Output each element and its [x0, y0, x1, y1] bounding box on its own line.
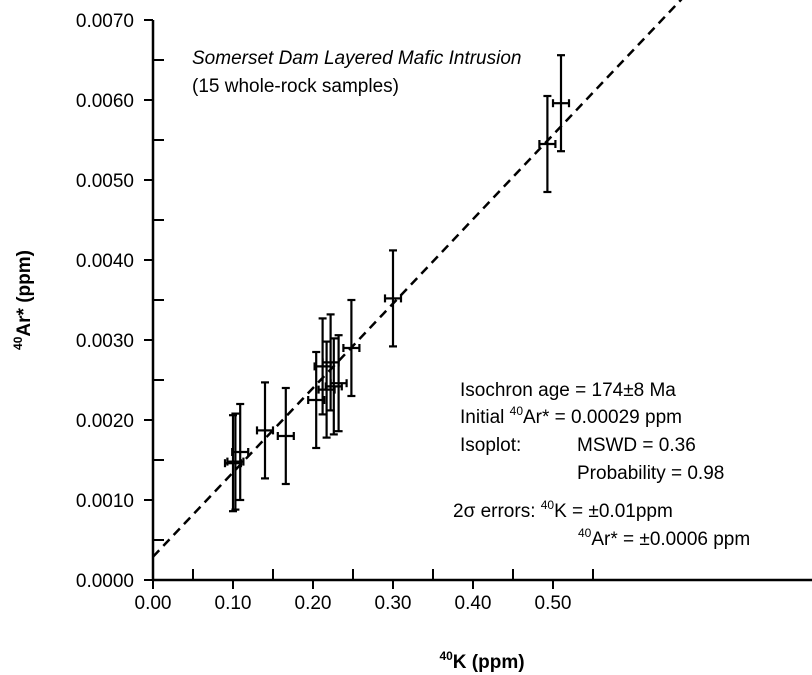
ar-error-superscript: 40: [578, 526, 592, 540]
data-point: [329, 334, 348, 433]
data-point: [342, 298, 361, 398]
y-tick-label: 0.0010: [76, 491, 134, 512]
data-point: [538, 94, 557, 194]
ar-error-suffix: Ar* = ±0.0006 ppm: [591, 529, 750, 550]
data-point: [383, 249, 403, 348]
probability-text: Probability = 0.98: [577, 463, 724, 484]
ticks: [144, 19, 594, 589]
data-point: [255, 381, 275, 480]
x-axis-title: 40K (ppm): [439, 649, 524, 673]
initial-ratio-text: Initial 40Ar* = 0.00029 ppm: [460, 404, 682, 428]
data-point: [226, 412, 245, 511]
data-points: [223, 54, 571, 513]
data-point: [231, 402, 250, 502]
data-point: [551, 54, 571, 153]
k-error-text: 2σ errors: 40K = ±0.01ppm: [453, 498, 673, 522]
y-tick-label: 0.0060: [76, 91, 134, 112]
x-axis-title-superscript: 40: [439, 649, 453, 663]
y-tick-label: 0.0020: [76, 411, 134, 432]
y-tick-label: 0.0040: [76, 251, 134, 272]
k-error-suffix: K = ±0.01ppm: [554, 501, 673, 522]
axes: [151, 20, 812, 582]
y-tick-label: 0.0050: [76, 171, 134, 192]
isochron-annotation: Isochron age = 174±8 Ma Initial 40Ar* = …: [453, 380, 750, 550]
isoplot-label: Isoplot:: [460, 435, 521, 456]
mswd-text: MSWD = 0.36: [577, 435, 696, 456]
x-tick-label: 0.50: [535, 593, 572, 614]
y-axis-title-superscript: 40: [11, 336, 25, 350]
chart-subtitle: (15 whole-rock samples): [192, 76, 399, 97]
x-axis-title-text: K (ppm): [453, 652, 525, 673]
y-tick-label: 0.0070: [76, 11, 134, 32]
initial-ratio-prefix: Initial: [460, 407, 510, 428]
chart-title: Somerset Dam Layered Mafic Intrusion: [192, 48, 521, 69]
initial-ratio-superscript: 40: [510, 404, 524, 418]
y-axis-title: 40Ar* (ppm): [11, 250, 35, 350]
x-tick-label: 0.30: [375, 593, 412, 614]
k-error-superscript: 40: [541, 498, 555, 512]
x-tick-label: 0.00: [135, 593, 172, 614]
x-tick-label: 0.10: [215, 593, 252, 614]
y-tick-label: 0.0030: [76, 331, 134, 352]
tick-labels: 0.00 0.10 0.20 0.30 0.40 0.50 0.0000 0.0010 0.00…: [76, 11, 572, 614]
initial-ratio-suffix: Ar* = 0.00029 ppm: [523, 407, 682, 428]
y-tick-label: 0.0000: [76, 571, 134, 592]
y-axis-title-text: Ar* (ppm): [14, 250, 35, 337]
x-tick-label: 0.20: [295, 593, 332, 614]
isochron-age-text: Isochron age = 174±8 Ma: [460, 380, 676, 401]
errors-label: 2σ errors:: [453, 501, 541, 522]
data-point: [276, 386, 295, 486]
x-tick-label: 0.40: [455, 593, 492, 614]
ar-error-text: 40Ar* = ±0.0006 ppm: [578, 526, 750, 550]
